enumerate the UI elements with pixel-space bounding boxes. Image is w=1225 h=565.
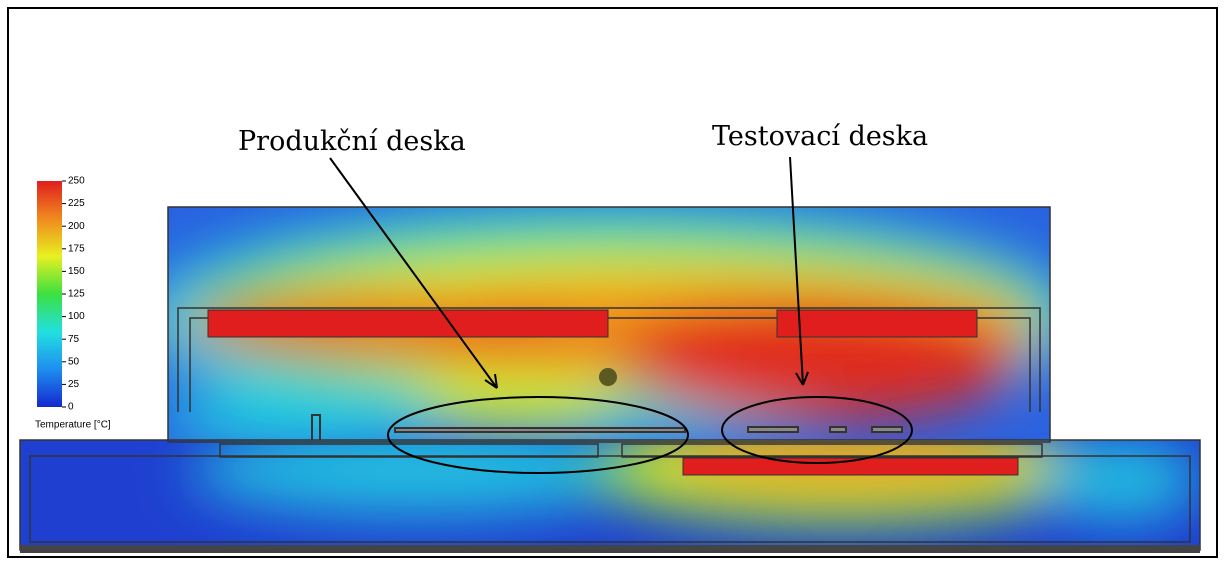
colorbar-tick-label: 100 [68,311,85,322]
figure: Produkční deska Testovací deska Temperat… [0,0,1225,565]
annotation-label: Testovací deska [712,121,928,152]
colorbar-tick-label: 225 [68,198,85,209]
colorbar-tick-label: 175 [68,243,85,254]
annotation-label: Produkční deska [238,126,466,157]
colorbar-tick-label: 0 [68,402,74,413]
colorbar-title: Temperature [°C] [35,420,111,431]
colorbar-tick-label: 150 [68,266,85,277]
colorbar-tick-label: 250 [68,176,85,187]
colorbar-tick-label: 200 [68,221,85,232]
colorbar-tick-label: 25 [68,379,80,390]
simulation [20,205,1200,553]
colorbar-tick-label: 50 [68,356,80,367]
colorbar-tick-label: 125 [68,289,85,300]
colorbar-tick-label: 75 [68,334,80,345]
page: {"annotations": [{"label": "Produkční de… [0,0,1225,565]
colorbar-gradient [37,181,62,407]
